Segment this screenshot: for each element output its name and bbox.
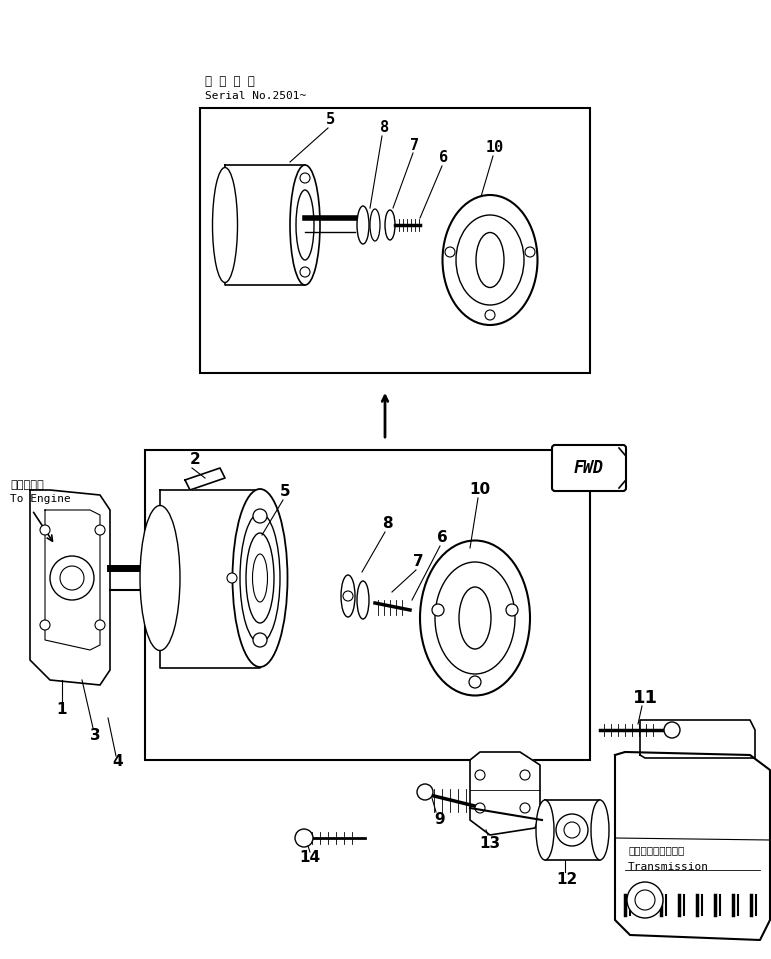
Ellipse shape [296,190,314,260]
FancyBboxPatch shape [552,445,626,491]
Circle shape [60,566,84,590]
Ellipse shape [664,722,680,738]
Text: 8: 8 [380,121,389,135]
Text: 3: 3 [89,728,100,742]
Circle shape [520,770,530,780]
Bar [200,108,590,373]
Ellipse shape [252,554,268,602]
Circle shape [475,803,485,813]
Circle shape [520,803,530,813]
Text: 5: 5 [280,484,291,500]
Circle shape [300,267,310,277]
Circle shape [95,620,105,630]
Ellipse shape [240,513,280,643]
Ellipse shape [443,195,537,325]
Circle shape [40,525,50,535]
Circle shape [485,310,495,320]
Text: 1: 1 [57,703,67,717]
Ellipse shape [456,215,524,305]
Circle shape [343,591,353,601]
Circle shape [525,247,535,257]
Polygon shape [640,720,755,758]
Ellipse shape [420,541,530,695]
Circle shape [227,573,237,583]
Text: 8: 8 [382,517,392,531]
Ellipse shape [140,505,180,650]
Circle shape [475,770,485,780]
Circle shape [635,890,655,910]
Text: Transmission: Transmission [628,862,709,872]
Circle shape [556,814,588,846]
Text: 10: 10 [470,482,490,498]
Ellipse shape [233,489,288,667]
Text: エンジンへ: エンジンへ [10,480,44,490]
Ellipse shape [476,232,504,288]
Circle shape [432,604,444,616]
Circle shape [40,620,50,630]
Polygon shape [185,468,225,490]
Ellipse shape [370,209,380,241]
Text: 5: 5 [325,112,335,128]
Circle shape [50,556,94,600]
Ellipse shape [385,210,395,240]
Polygon shape [545,800,600,860]
Text: トランスミッション: トランスミッション [628,845,684,855]
Ellipse shape [246,533,274,623]
Text: 11: 11 [632,689,658,707]
Text: 7: 7 [410,137,419,152]
Ellipse shape [459,587,491,649]
Ellipse shape [536,800,554,860]
Circle shape [417,784,433,800]
Text: 7: 7 [412,554,423,570]
Ellipse shape [357,206,369,244]
Text: 9: 9 [435,812,446,828]
Ellipse shape [290,165,320,285]
Circle shape [253,633,267,647]
Polygon shape [45,510,100,650]
Circle shape [627,882,663,918]
Polygon shape [160,490,260,668]
Circle shape [300,173,310,183]
Ellipse shape [357,581,369,619]
Polygon shape [30,490,110,685]
Polygon shape [615,752,770,940]
Ellipse shape [435,562,515,674]
Text: 4: 4 [113,755,123,769]
Text: 12: 12 [557,873,577,887]
Circle shape [295,829,313,847]
Text: 6: 6 [439,151,449,166]
Text: 適 用 号 標: 適 用 号 標 [205,75,255,88]
Polygon shape [470,752,540,835]
Bar [145,450,590,760]
Circle shape [564,822,580,838]
Circle shape [95,525,105,535]
Text: 10: 10 [486,141,504,155]
Text: Serial No.2501~: Serial No.2501~ [205,91,306,101]
Text: 14: 14 [299,851,321,866]
Circle shape [469,676,481,688]
Ellipse shape [213,168,237,283]
Text: 6: 6 [436,530,447,546]
Circle shape [445,247,455,257]
Circle shape [253,509,267,523]
Ellipse shape [341,575,355,617]
Text: 2: 2 [190,453,200,467]
Text: To Engine: To Engine [10,494,71,504]
Text: 13: 13 [480,835,500,851]
Circle shape [506,604,518,616]
Ellipse shape [591,800,609,860]
Text: FWD: FWD [574,459,604,477]
Polygon shape [225,165,305,285]
